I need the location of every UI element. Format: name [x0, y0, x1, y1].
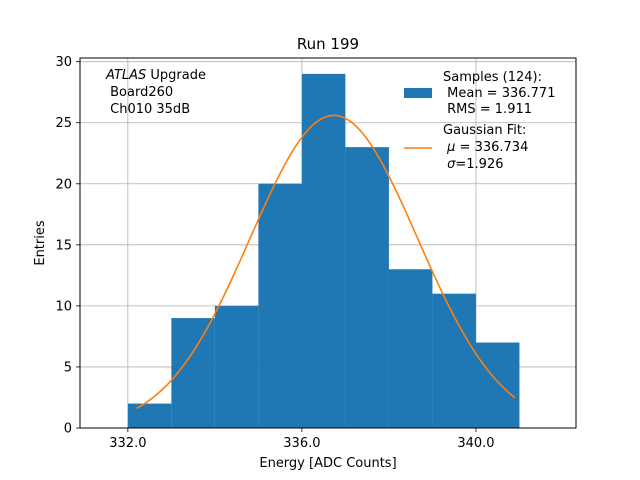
histogram-bar: [301, 73, 346, 429]
x-axis-ticks: 332.0 336.0 340.0: [109, 428, 495, 451]
histogram-bar: [127, 403, 172, 428]
x-tick-label: 340.0: [457, 436, 494, 451]
histogram-bar: [388, 269, 433, 428]
atlas-annotation: ATLAS Upgrade Board260 Ch010 35dB: [105, 68, 206, 117]
y-tick-label: 5: [64, 360, 72, 375]
annotation-line-2: Board260: [106, 85, 173, 100]
y-tick-label: 0: [64, 422, 72, 437]
histogram-bar: [171, 318, 215, 428]
legend: Samples (124): Mean = 336.771 RMS = 1.91…: [404, 70, 555, 172]
annotation-upgrade: Upgrade: [146, 68, 206, 83]
x-tick-label: 332.0: [109, 436, 146, 451]
gaussian-fit: [136, 114, 516, 410]
histogram-bar: [258, 183, 302, 428]
histogram-bar: [345, 147, 389, 428]
y-tick-label: 25: [55, 116, 72, 131]
y-tick-label: 20: [55, 177, 72, 192]
annotation-atlas: ATLAS: [105, 68, 146, 83]
legend-samples-line-1: Samples (124):: [443, 70, 542, 85]
x-tick-label: 336.0: [283, 436, 320, 451]
legend-mu-value: = 336.734: [455, 140, 528, 155]
y-axis-ticks: 0 5 10 15 20 25 30: [55, 55, 80, 437]
x-axis-label: Energy [ADC Counts]: [259, 456, 396, 471]
y-axis-label: Entries: [33, 220, 48, 266]
plot-frame: [79, 57, 577, 429]
histogram-bar: [475, 342, 520, 428]
chart-title: Run 199: [297, 35, 359, 53]
legend-fit-line-3: σ=1.926: [443, 157, 504, 172]
annotation-line-1: ATLAS Upgrade: [105, 68, 206, 83]
fit-curve: [136, 114, 516, 410]
y-tick-label: 30: [55, 55, 72, 70]
histogram-bars: [127, 73, 520, 429]
legend-samples-line-3: RMS = 1.911: [443, 102, 532, 117]
legend-fit-line-2: μ = 336.734: [443, 140, 528, 155]
legend-samples-line-2: Mean = 336.771: [443, 86, 555, 101]
y-tick-label: 15: [55, 238, 72, 253]
y-tick-label: 10: [55, 299, 72, 314]
legend-mu-symbol: μ: [446, 140, 455, 155]
histogram-bar: [432, 293, 476, 428]
legend-fit-line-1: Gaussian Fit:: [443, 123, 526, 138]
legend-samples-swatch: [404, 88, 432, 98]
legend-sigma-symbol: σ: [447, 157, 456, 172]
legend-sigma-value: =1.926: [455, 157, 503, 172]
annotation-line-3: Ch010 35dB: [106, 102, 190, 117]
histogram-bar: [214, 305, 259, 428]
